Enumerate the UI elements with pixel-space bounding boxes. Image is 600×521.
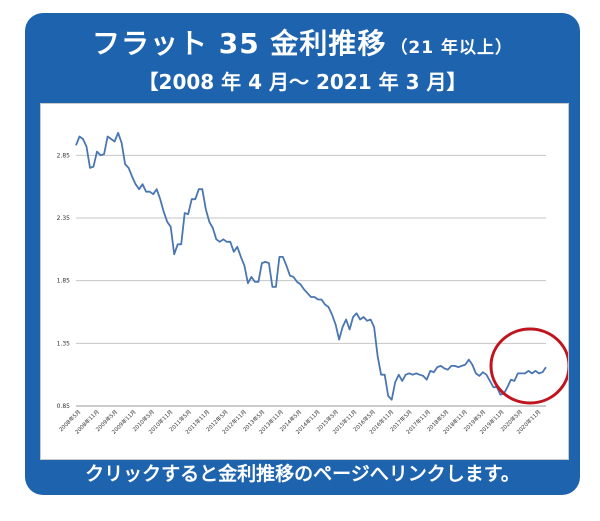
highlight-circle: [489, 327, 571, 405]
period-label: 【2008 年 4 月～ 2021 年 3 月】: [138, 70, 467, 94]
y-tick-label: 2.35: [57, 215, 71, 222]
y-tick-label: 0.85: [57, 403, 71, 410]
title-sub: （21 年以上）: [390, 38, 514, 58]
y-tick-label: 1.85: [57, 278, 71, 285]
title-main: フラット 35 金利推移: [91, 27, 387, 60]
rate-chart[interactable]: 0.851.351.852.352.852008年5月2008年11月2009年…: [41, 104, 571, 459]
page-title: フラット 35 金利推移 （21 年以上）: [25, 22, 580, 62]
y-tick-label: 1.35: [57, 340, 71, 347]
chart-panel[interactable]: 0.85 1.35 1.85 2.35 2.85 2008年5月 2008年11月 2009年…: [40, 103, 571, 460]
rate-series-line: [75, 131, 547, 401]
y-tick-label: 2.85: [57, 152, 71, 159]
rate-history-link[interactable]: クリックすると金利推移のページへリンクします。: [25, 459, 580, 486]
rate-history-link-text[interactable]: クリックすると金利推移のページへリンクします。: [85, 463, 520, 485]
